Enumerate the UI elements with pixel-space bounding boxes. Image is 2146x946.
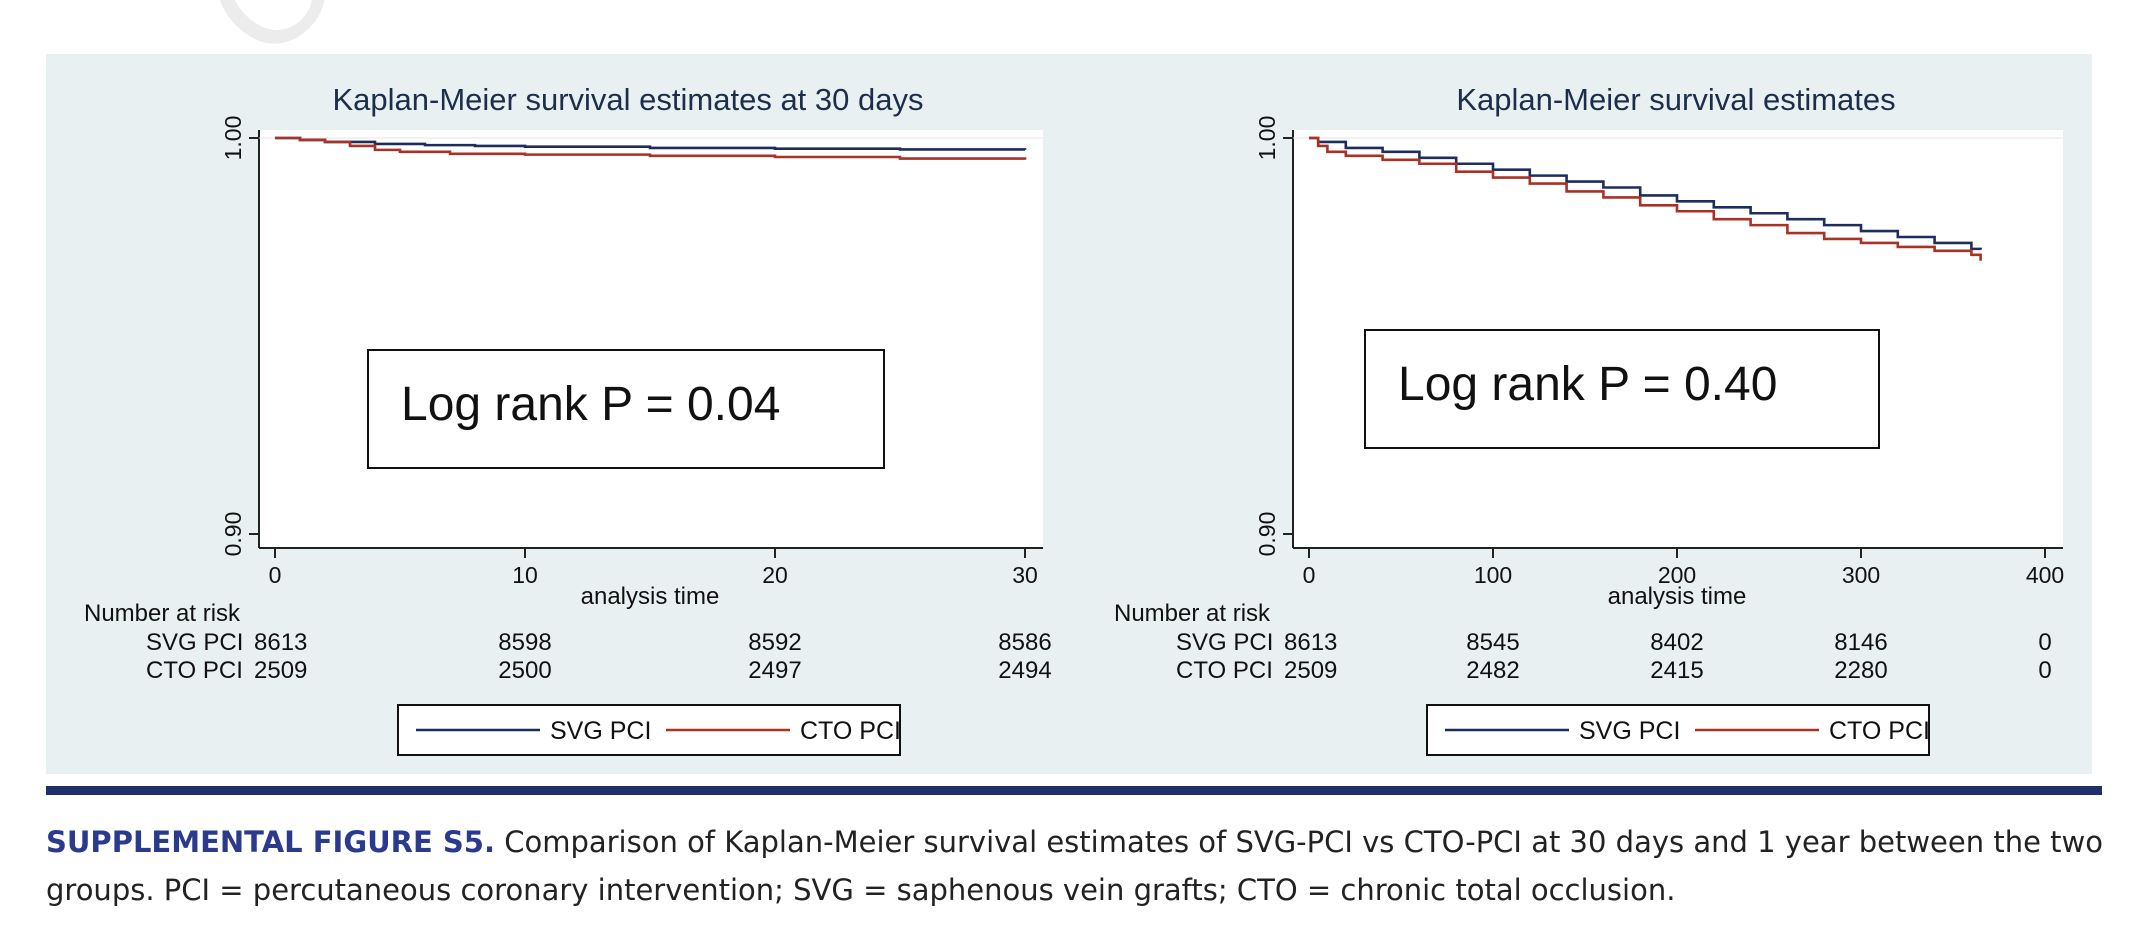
caption-lead: SUPPLEMENTAL FIGURE S5. [46,825,495,859]
x-tick-label: 300 [1842,562,1880,588]
risk-row-label: SVG PCI [1176,629,1273,656]
risk-value: 8586 [998,629,1051,656]
risk-value: 2497 [748,657,801,684]
risk-table-heading: Number at risk [84,600,241,627]
survival-curve-cto-pci [275,136,1027,160]
x-tick-label: 400 [2026,562,2064,588]
survival-curve-svg-pci [1309,136,1982,251]
survival-curve-cto-pci [1309,136,1982,261]
risk-value: 2509 [1284,657,1337,684]
y-tick-label: 0.90 [220,512,246,557]
risk-value: 2280 [1834,657,1887,684]
legend-label-svg-pci: SVG PCI [550,717,651,745]
risk-table-heading: Number at risk [1114,600,1271,627]
x-tick-label: 10 [512,562,538,588]
y-tick-label: 0.90 [1254,512,1280,557]
risk-value: 2500 [498,657,551,684]
x-tick-label: 100 [1474,562,1512,588]
y-tick-label: 1.00 [220,116,246,161]
x-tick-label: 0 [1303,562,1316,588]
risk-value: 8146 [1834,629,1887,656]
risk-value: 8613 [1284,629,1337,656]
caption-divider [46,786,2102,795]
risk-value: 0 [2038,657,2051,684]
risk-value: 8545 [1466,629,1519,656]
caption-text: Comparison of Kaplan-Meier survival esti… [46,825,2103,907]
risk-value: 2415 [1650,657,1703,684]
risk-value: 0 [2038,629,2051,656]
plot-area [259,130,1043,548]
x-tick-label: 20 [762,562,788,588]
chart-title: Kaplan-Meier survival estimates at 30 da… [333,82,924,117]
risk-value: 2482 [1466,657,1519,684]
x-tick-label: 200 [1658,562,1696,588]
x-axis-label: analysis time [1608,583,1747,610]
risk-value: 8592 [748,629,801,656]
log-rank-annotation: Log rank P = 0.04 [401,378,780,431]
risk-row-label: CTO PCI [1176,657,1273,684]
risk-value: 8598 [498,629,551,656]
chart-title: Kaplan-Meier survival estimates [1456,82,1895,117]
figure-panel: Kaplan-Meier survival estimates at 30 da… [46,54,2092,774]
y-tick-label: 1.00 [1254,116,1280,161]
risk-value: 2494 [998,657,1051,684]
risk-value: 8402 [1650,629,1703,656]
risk-row-label: CTO PCI [146,657,243,684]
x-tick-label: 30 [1012,562,1038,588]
legend-label-cto-pci: CTO PCI [1829,717,1930,745]
figure-svg: Kaplan-Meier survival estimates at 30 da… [84,82,2064,756]
log-rank-box [1364,329,1880,449]
risk-value: 2509 [254,657,307,684]
risk-value: 8613 [254,629,307,656]
risk-row-label: SVG PCI [146,629,243,656]
x-axis-label: analysis time [581,583,720,610]
x-tick-label: 0 [269,562,282,588]
legend-label-cto-pci: CTO PCI [800,717,901,745]
log-rank-box [367,349,885,469]
figure-caption: SUPPLEMENTAL FIGURE S5. Comparison of Ka… [46,818,2106,914]
log-rank-annotation: Log rank P = 0.40 [1398,358,1777,411]
legend-label-svg-pci: SVG PCI [1579,717,1680,745]
